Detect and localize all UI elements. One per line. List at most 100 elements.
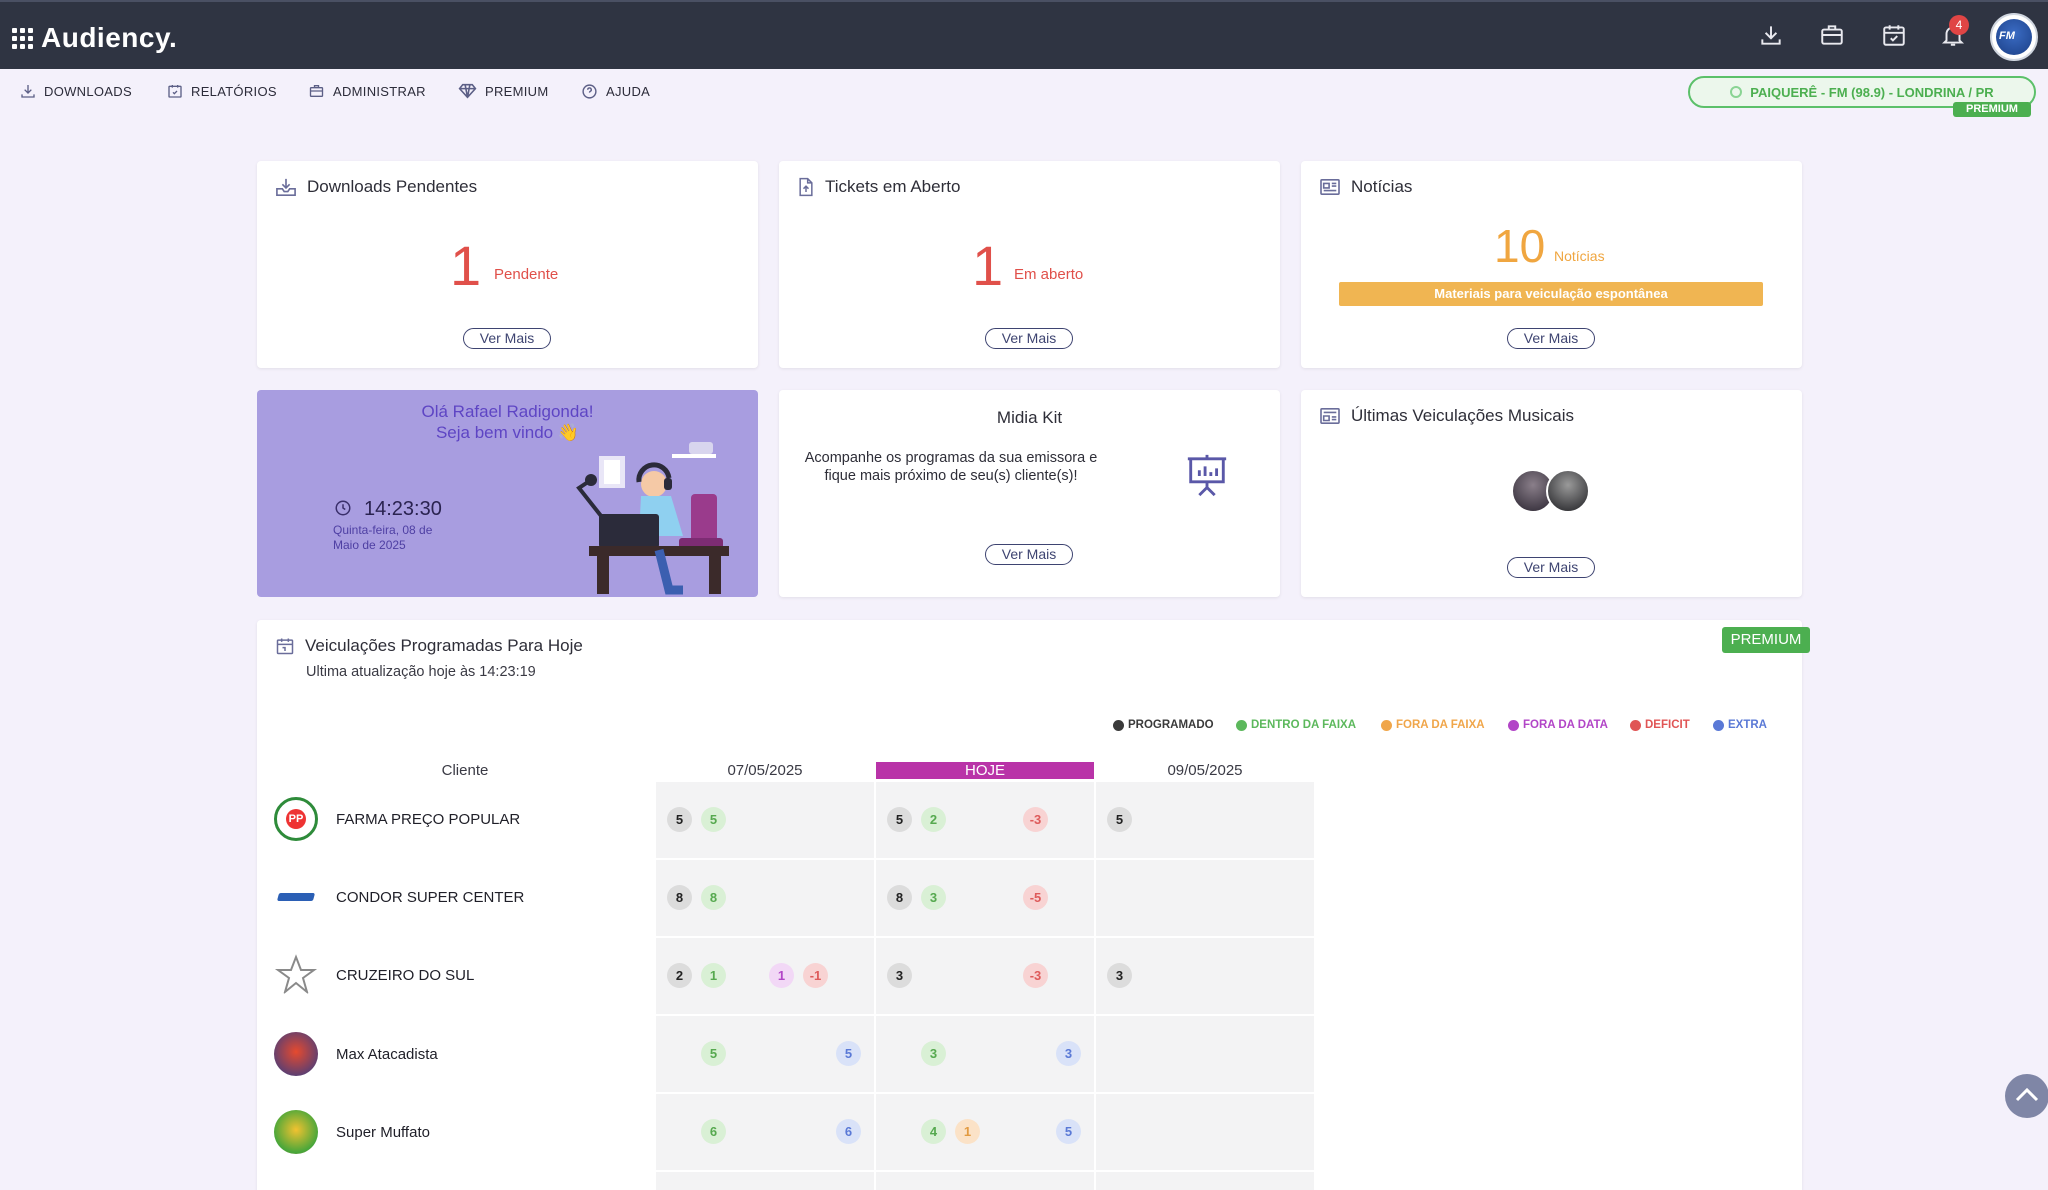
column-today[interactable]: HOJE (876, 762, 1094, 779)
scroll-to-top-button[interactable] (2005, 1074, 2048, 1118)
schedule-cell (876, 860, 1094, 936)
downloads-card: Downloads Pendentes 1 Pendente Ver Mais (257, 161, 758, 368)
chip-programado[interactable]: 8 (667, 885, 692, 910)
client-row[interactable]: CONDOR SUPER CENTER (274, 875, 524, 919)
schedule-cell (1096, 860, 1314, 936)
chip-fora-da-data[interactable]: 1 (769, 963, 794, 988)
nav-downloads[interactable]: DOWNLOADS (20, 83, 132, 99)
diamond-icon (458, 83, 477, 99)
news-ver-mais-button[interactable]: Ver Mais (1507, 328, 1595, 349)
legend-programado: PROGRAMADO (1113, 719, 1214, 731)
download-icon[interactable] (1758, 22, 1784, 48)
chip-extra[interactable]: 5 (1056, 1119, 1081, 1144)
app-name: Audiency. (41, 22, 178, 53)
nav-downloads-label: DOWNLOADS (44, 83, 132, 99)
chip-extra[interactable]: 3 (1056, 1041, 1081, 1066)
music-ver-mais-button[interactable]: Ver Mais (1507, 557, 1595, 578)
chip-deficit[interactable]: -3 (1023, 807, 1048, 832)
avatar-text: FM (1999, 30, 2015, 42)
chip-dentro-da-faixa[interactable]: 8 (701, 885, 726, 910)
chip-dentro-da-faixa[interactable]: 4 (921, 1119, 946, 1144)
station-name: PAIQUERÊ - FM (98.9) - LONDRINA / PR (1750, 84, 1994, 100)
client-logo: PP (274, 797, 318, 841)
nav-ajuda-label: AJUDA (606, 84, 651, 99)
schedule-title: Veiculações Programadas Para Hoje (275, 636, 583, 656)
schedule-cell (656, 938, 874, 1014)
tickets-card-title: Tickets em Aberto (797, 177, 960, 197)
client-name: Super Muffato (336, 1123, 430, 1141)
top-bar: Audiency. 4 FM (0, 0, 2048, 69)
client-row[interactable]: Max Atacadista (274, 1032, 438, 1076)
legend-fora-faixa: FORA DA FAIXA (1381, 719, 1485, 731)
client-row[interactable]: Super Muffato (274, 1110, 430, 1154)
calendar-icon[interactable] (1881, 22, 1907, 48)
inbox-download-icon (276, 178, 296, 196)
schedule-cell (656, 1172, 874, 1190)
legend-dot-icon (1508, 719, 1519, 731)
client-logo (274, 1110, 318, 1154)
legend-dot-icon (1630, 719, 1641, 731)
briefcase-icon[interactable] (1819, 22, 1845, 48)
tickets-label: Em aberto (1014, 266, 1084, 283)
calendar-check-icon (168, 85, 182, 98)
chip-dentro-da-faixa[interactable]: 1 (701, 963, 726, 988)
file-upload-icon (799, 177, 813, 197)
column-date-1[interactable]: 07/05/2025 (727, 762, 803, 779)
nav-ajuda[interactable]: AJUDA (581, 83, 650, 100)
chip-programado[interactable]: 2 (667, 963, 692, 988)
legend-extra: EXTRA (1713, 719, 1767, 731)
chip-programado[interactable]: 3 (887, 963, 912, 988)
newspaper-icon (1320, 178, 1340, 196)
notification-badge: 4 (1949, 15, 1969, 35)
chip-deficit[interactable]: -3 (1023, 963, 1048, 988)
chip-fora-da-faixa[interactable]: 1 (955, 1119, 980, 1144)
schedule-cell (1096, 938, 1314, 1014)
chip-dentro-da-faixa[interactable]: 6 (701, 1119, 726, 1144)
legend-dot-icon (1113, 719, 1124, 731)
tickets-ver-mais-button[interactable]: Ver Mais (985, 328, 1073, 349)
news-banner: Materiais para veiculação espontânea (1339, 282, 1763, 306)
apps-grid-icon[interactable] (12, 27, 33, 49)
client-row[interactable]: PP FARMA PREÇO POPULAR (274, 797, 520, 841)
chip-programado[interactable]: 5 (667, 807, 692, 832)
client-name: CONDOR SUPER CENTER (336, 888, 525, 906)
nav-administrar[interactable]: ADMINISTRAR (308, 83, 426, 99)
news-label: Notícias (1554, 248, 1605, 264)
client-logo (274, 875, 318, 919)
welcome-date-line1: Quinta-feira, 08 de (333, 523, 433, 537)
nav-premium[interactable]: PREMIUM (458, 83, 549, 99)
chip-extra[interactable]: 5 (836, 1041, 861, 1066)
welcome-card: Olá Rafael Radigonda! Seja bem vindo 👋 1… (257, 390, 758, 597)
chip-dentro-da-faixa[interactable]: 5 (701, 1041, 726, 1066)
station-premium-badge: PREMIUM (1953, 102, 2031, 117)
news-card: Notícias 10 Notícias Materiais para veic… (1301, 161, 1802, 368)
column-date-3[interactable]: 09/05/2025 (1167, 762, 1243, 779)
chip-programado[interactable]: 5 (1107, 807, 1132, 832)
client-row[interactable]: CRUZEIRO DO SUL (274, 953, 474, 997)
schedule-cell (656, 860, 874, 936)
star-logo-icon (274, 953, 318, 997)
chip-dentro-da-faixa[interactable]: 2 (921, 807, 946, 832)
chip-deficit[interactable]: -5 (1023, 885, 1048, 910)
station-avatar[interactable]: FM (1990, 13, 2038, 61)
nav-relatorios-label: RELATÓRIOS (191, 83, 277, 99)
legend-fora-data: FORA DA DATA (1508, 719, 1608, 731)
chip-deficit[interactable]: -1 (803, 963, 828, 988)
chip-programado[interactable]: 5 (887, 807, 912, 832)
chip-programado[interactable]: 3 (1107, 963, 1132, 988)
briefcase-icon (309, 85, 324, 97)
chevron-up-icon (2015, 1087, 2039, 1102)
artist-avatar[interactable] (1546, 469, 1590, 513)
legend-dot-icon (1381, 719, 1392, 731)
downloads-ver-mais-button[interactable]: Ver Mais (463, 328, 551, 349)
midia-kit-ver-mais-button[interactable]: Ver Mais (985, 544, 1073, 565)
schedule-cell (876, 1172, 1094, 1190)
chip-dentro-da-faixa[interactable]: 3 (921, 1041, 946, 1066)
chip-dentro-da-faixa[interactable]: 3 (921, 885, 946, 910)
app-logo[interactable]: Audiency. (12, 22, 177, 54)
schedule-cell (876, 938, 1094, 1014)
nav-relatorios[interactable]: RELATÓRIOS (167, 83, 277, 99)
chip-dentro-da-faixa[interactable]: 5 (701, 807, 726, 832)
chip-programado[interactable]: 8 (887, 885, 912, 910)
chip-extra[interactable]: 6 (836, 1119, 861, 1144)
